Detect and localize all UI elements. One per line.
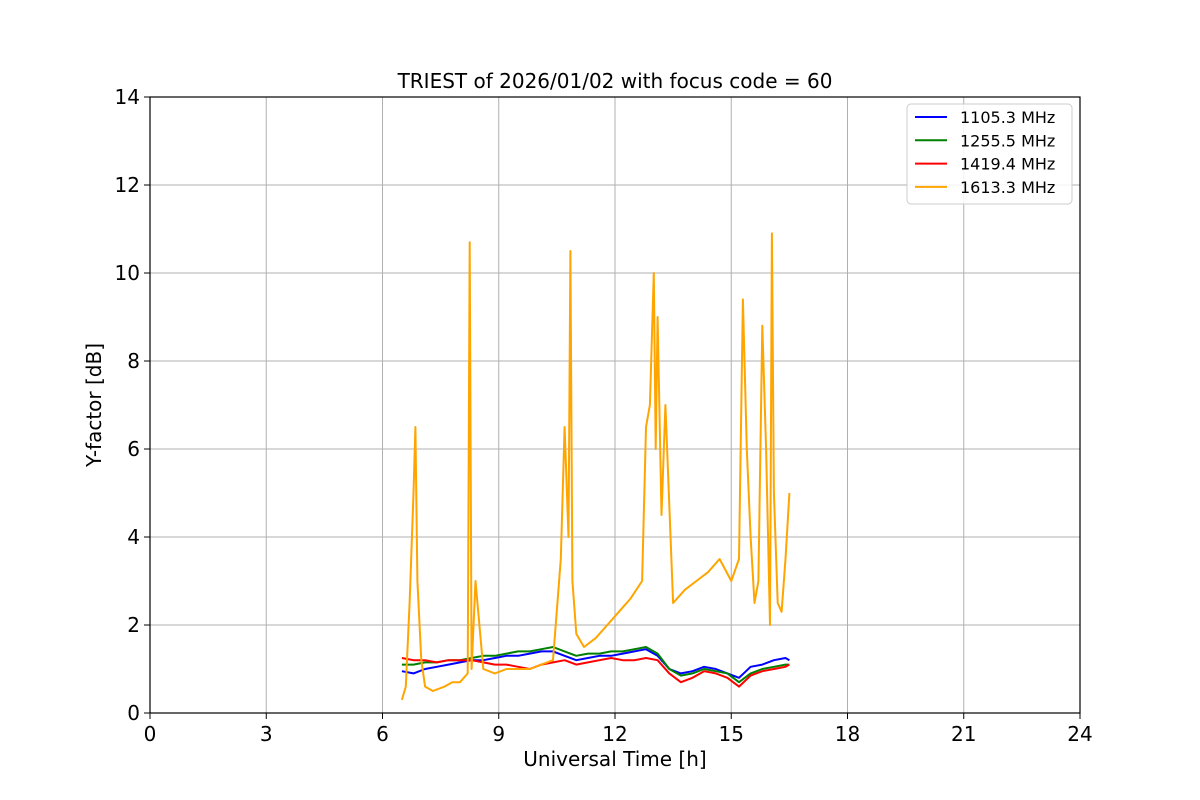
x-tick-label: 18 (835, 722, 860, 746)
chart-title: TRIEST of 2026/01/02 with focus code = 6… (397, 69, 833, 93)
series-layer (400, 232, 791, 701)
x-tick-label: 15 (719, 722, 744, 746)
y-axis-label: Y-factor [dB] (82, 343, 106, 468)
x-tick-label: 12 (602, 722, 627, 746)
y-tick-label: 6 (127, 437, 140, 461)
y-tick-label: 2 (127, 613, 140, 637)
x-axis-label: Universal Time [h] (523, 747, 706, 771)
series-line-1613-3-mhz (400, 232, 791, 701)
x-tick-label: 6 (376, 722, 389, 746)
legend: 1105.3 MHz 1255.5 MHz 1419.4 MHz 1613.3 MHz (906, 103, 1073, 205)
x-tick-label: 24 (1067, 722, 1092, 746)
legend-label: 1255.5 MHz (960, 131, 1055, 150)
y-tick-label: 4 (127, 525, 140, 549)
legend-label: 1613.3 MHz (960, 178, 1055, 197)
x-tick-label: 21 (951, 722, 976, 746)
y-tick-label: 10 (115, 261, 140, 285)
y-tick-label: 14 (115, 85, 140, 109)
legend-box (906, 103, 1073, 205)
y-tick-label: 0 (127, 701, 140, 725)
x-tick-label: 3 (260, 722, 273, 746)
legend-label: 1419.4 MHz (960, 155, 1055, 174)
x-tick-label: 9 (492, 722, 505, 746)
y-tick-label: 12 (115, 173, 140, 197)
y-tick-label: 8 (127, 349, 140, 373)
x-tick-label: 0 (144, 722, 157, 746)
legend-label: 1105.3 MHz (960, 108, 1055, 127)
